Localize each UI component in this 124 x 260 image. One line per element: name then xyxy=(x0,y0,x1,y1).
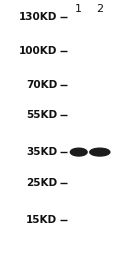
Text: 55KD: 55KD xyxy=(26,110,57,120)
Text: 35KD: 35KD xyxy=(26,147,57,157)
Text: 100KD: 100KD xyxy=(19,46,57,56)
Text: 70KD: 70KD xyxy=(26,80,57,90)
Ellipse shape xyxy=(70,148,87,156)
Text: 1: 1 xyxy=(75,4,82,14)
Text: 25KD: 25KD xyxy=(26,178,57,188)
Text: 2: 2 xyxy=(96,4,103,14)
Text: 130KD: 130KD xyxy=(19,12,57,22)
Text: 15KD: 15KD xyxy=(26,215,57,225)
Ellipse shape xyxy=(90,148,110,156)
Bar xyxy=(60,0,124,260)
